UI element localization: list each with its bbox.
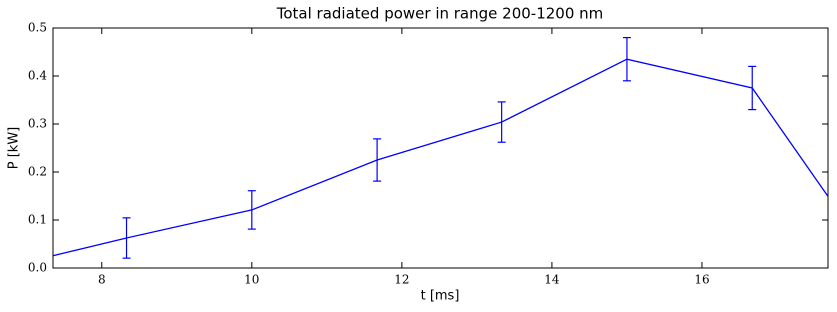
- plot-area: [53, 36, 828, 259]
- y-tick-label: 0.1: [28, 213, 47, 227]
- x-tick-label: 10: [244, 273, 259, 287]
- x-tick-label: 16: [694, 273, 709, 287]
- y-tick-label: 0.4: [28, 69, 47, 83]
- x-axis-label: t [ms]: [421, 289, 460, 304]
- chart-title: Total radiated power in range 200-1200 n…: [276, 5, 604, 23]
- x-tick-label: 8: [98, 273, 106, 287]
- data-line: [53, 58, 828, 257]
- y-tick-label: 0.0: [28, 261, 47, 275]
- y-tick-label: 0.5: [28, 21, 47, 35]
- plot-frame: [52, 27, 829, 269]
- y-tick-label: 0.2: [28, 165, 47, 179]
- y-axis-label: P [kW]: [7, 127, 22, 170]
- y-tick-label: 0.3: [28, 117, 47, 131]
- x-tick-label: 12: [394, 273, 409, 287]
- x-tick-label: 14: [544, 273, 560, 287]
